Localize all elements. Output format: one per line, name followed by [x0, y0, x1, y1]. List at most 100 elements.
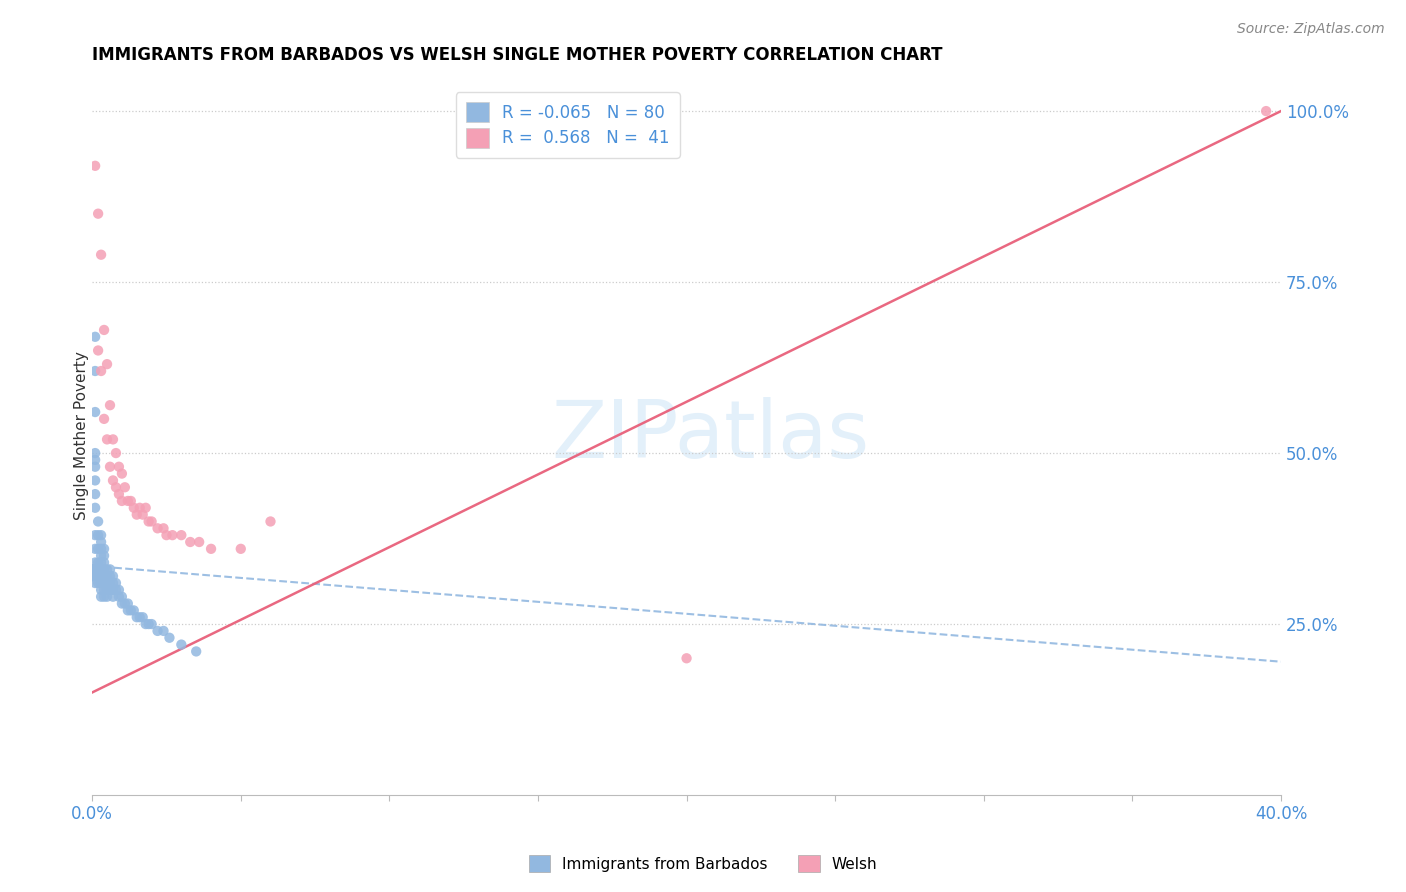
Point: [229, 541, 252, 556]
Point: [135, 617, 157, 632]
Point: [84, 569, 107, 583]
Point: [90, 364, 112, 378]
Point: [93, 582, 115, 597]
Text: Source: ZipAtlas.com: Source: ZipAtlas.com: [1237, 22, 1385, 37]
Point: [93, 562, 115, 576]
Point: [96, 357, 118, 371]
Point: [90, 541, 112, 556]
Point: [82, 569, 104, 583]
Point: [93, 556, 115, 570]
Point: [96, 590, 118, 604]
Point: [108, 487, 131, 501]
Point: [104, 480, 127, 494]
Point: [87, 528, 110, 542]
Point: [90, 562, 112, 576]
Point: [82, 562, 104, 576]
Point: [101, 569, 124, 583]
Point: [104, 446, 127, 460]
Point: [120, 494, 142, 508]
Point: [128, 610, 150, 624]
Point: [84, 405, 107, 419]
Point: [82, 569, 104, 583]
Point: [108, 590, 131, 604]
Point: [101, 433, 124, 447]
Point: [90, 562, 112, 576]
Point: [84, 487, 107, 501]
Point: [93, 541, 115, 556]
Point: [141, 515, 163, 529]
Point: [101, 576, 124, 591]
Point: [84, 330, 107, 344]
Point: [104, 582, 127, 597]
Point: [188, 535, 211, 549]
Point: [170, 638, 193, 652]
Point: [96, 562, 118, 576]
Point: [90, 582, 112, 597]
Legend: Immigrants from Barbados, Welsh: Immigrants from Barbados, Welsh: [520, 847, 886, 880]
Point: [96, 433, 118, 447]
Point: [138, 515, 160, 529]
Point: [84, 364, 107, 378]
Point: [93, 323, 115, 337]
Point: [96, 576, 118, 591]
Point: [93, 412, 115, 426]
Point: [179, 535, 201, 549]
Point: [108, 582, 131, 597]
Point: [101, 582, 124, 597]
Point: [96, 582, 118, 597]
Point: [101, 474, 124, 488]
Point: [84, 446, 107, 460]
Point: [84, 500, 107, 515]
Point: [138, 617, 160, 632]
Point: [114, 480, 136, 494]
Point: [122, 603, 145, 617]
Point: [98, 576, 121, 591]
Point: [104, 576, 127, 591]
Point: [98, 398, 121, 412]
Point: [87, 576, 110, 591]
Text: IMMIGRANTS FROM BARBADOS VS WELSH SINGLE MOTHER POVERTY CORRELATION CHART: IMMIGRANTS FROM BARBADOS VS WELSH SINGLE…: [93, 46, 942, 64]
Point: [128, 500, 150, 515]
Point: [200, 541, 222, 556]
Point: [84, 541, 107, 556]
Point: [146, 624, 169, 638]
Y-axis label: Single Mother Poverty: Single Mother Poverty: [73, 351, 89, 520]
Point: [101, 590, 124, 604]
Point: [87, 515, 110, 529]
Point: [84, 159, 107, 173]
Point: [131, 610, 153, 624]
Point: [155, 528, 177, 542]
Point: [152, 521, 174, 535]
Point: [87, 343, 110, 358]
Text: ZIPatlas: ZIPatlas: [551, 397, 869, 475]
Point: [90, 248, 112, 262]
Point: [90, 569, 112, 583]
Point: [122, 500, 145, 515]
Point: [84, 459, 107, 474]
Point: [159, 631, 181, 645]
Point: [125, 610, 148, 624]
Point: [90, 556, 112, 570]
Point: [90, 528, 112, 542]
Point: [125, 508, 148, 522]
Point: [1254, 104, 1277, 119]
Point: [84, 474, 107, 488]
Point: [111, 494, 134, 508]
Point: [87, 541, 110, 556]
Point: [87, 562, 110, 576]
Point: [98, 459, 121, 474]
Point: [146, 521, 169, 535]
Point: [170, 528, 193, 542]
Point: [108, 459, 131, 474]
Point: [186, 644, 208, 658]
Point: [90, 590, 112, 604]
Point: [114, 597, 136, 611]
Point: [84, 528, 107, 542]
Point: [162, 528, 184, 542]
Point: [259, 515, 281, 529]
Point: [675, 651, 697, 665]
Point: [93, 569, 115, 583]
Point: [90, 576, 112, 591]
Point: [90, 535, 112, 549]
Point: [120, 603, 142, 617]
